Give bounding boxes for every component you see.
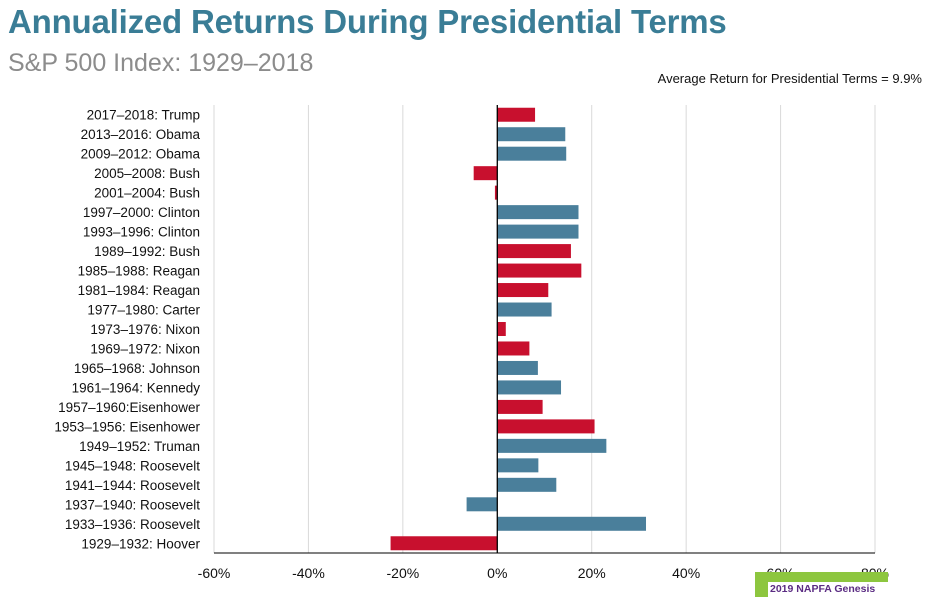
category-label: 2009–2012: Obama (81, 147, 201, 162)
bar-16 (497, 419, 595, 434)
category-label: 1961–1964: Kennedy (72, 380, 201, 395)
category-label: 1949–1952: Truman (79, 439, 200, 454)
chart-subtitle: S&P 500 Index: 1929–2018 (8, 49, 314, 77)
bar-11 (497, 322, 506, 336)
x-tick-label: 40% (672, 565, 700, 581)
chart-title: Annualized Returns During Presidential T… (8, 3, 727, 40)
category-label: 1965–1968: Johnson (74, 361, 200, 376)
napfa-badge: 2019 NAPFA Genesis (755, 572, 888, 597)
x-tick-label: 20% (578, 565, 606, 581)
category-label: 1977–1980: Carter (87, 303, 200, 318)
bar-6 (497, 224, 579, 239)
category-label: 2001–2004: Bush (94, 186, 200, 201)
category-label: 1933–1936: Roosevelt (65, 517, 200, 532)
category-label: 1997–2000: Clinton (83, 205, 200, 220)
bar-3 (473, 166, 498, 181)
category-label: 2013–2016: Obama (81, 127, 201, 142)
bar-22 (390, 536, 498, 551)
bar-20 (466, 497, 498, 512)
category-label: 1989–1992: Bush (94, 244, 200, 259)
bar-15 (497, 399, 543, 414)
bar-12 (497, 341, 530, 356)
category-label: 1969–1972: Nixon (90, 341, 200, 356)
category-label: 1937–1940: Roosevelt (65, 497, 200, 512)
category-label: 1993–1996: Clinton (83, 225, 200, 240)
bar-0 (497, 107, 536, 122)
bar-13 (497, 360, 538, 375)
bar-7 (497, 244, 571, 259)
bar-21 (497, 516, 647, 531)
bar-4 (494, 185, 498, 200)
category-label: 1945–1948: Roosevelt (65, 458, 200, 473)
bar-10 (497, 302, 552, 317)
bar-17 (497, 438, 607, 453)
x-tick-label: -60% (198, 565, 231, 581)
bar-14 (497, 380, 562, 395)
napfa-badge-text: 2019 NAPFA Genesis (768, 582, 888, 597)
category-label: 2017–2018: Trump (87, 108, 200, 123)
x-tick-label: -40% (292, 565, 325, 581)
category-label: 1985–1988: Reagan (78, 264, 200, 279)
bar-2 (497, 146, 567, 161)
category-label: 1981–1984: Reagan (78, 283, 200, 298)
average-return-note: Average Return for Presidential Terms = … (657, 71, 922, 86)
bar-8 (497, 263, 582, 278)
category-label: 1973–1976: Nixon (90, 322, 200, 337)
bar-9 (497, 283, 549, 298)
x-tick-label: -20% (387, 565, 420, 581)
category-label: 2005–2008: Bush (94, 166, 200, 181)
category-label: 1929–1932: Hoover (81, 536, 200, 551)
category-label: 1953–1956: Eisenhower (54, 419, 200, 434)
bar-5 (497, 205, 579, 220)
category-label: 1941–1944: Roosevelt (65, 478, 200, 493)
bar-19 (497, 477, 557, 492)
bar-1 (497, 127, 566, 142)
category-label: 1957–1960:Eisenhower (58, 400, 200, 415)
x-tick-label: 0% (487, 565, 507, 581)
bar-18 (497, 458, 539, 473)
